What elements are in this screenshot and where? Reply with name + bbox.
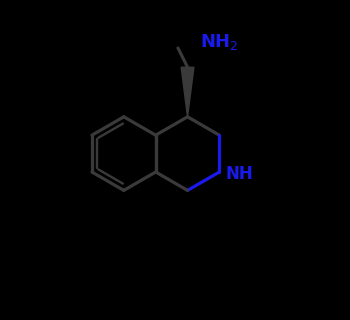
- Text: NH$_2$: NH$_2$: [200, 32, 239, 52]
- Text: NH: NH: [226, 164, 253, 183]
- Polygon shape: [181, 67, 194, 117]
